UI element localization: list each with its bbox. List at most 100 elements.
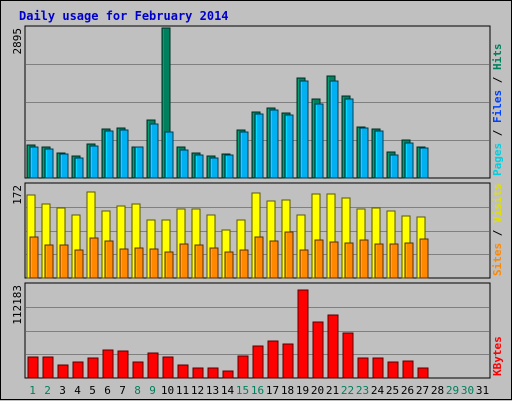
bar-kbytes-kbytes-day-20: [312, 321, 324, 379]
bar-kbytes-kbytes-day-15: [237, 355, 249, 379]
bar-kbytes-kbytes-day-13: [207, 367, 219, 379]
bar-visits-sites-day-24: [374, 243, 384, 279]
bar-hits-files-day-11: [179, 149, 189, 179]
x-tick-label-day-10: 10: [161, 384, 174, 397]
bar-kbytes-kbytes-day-26: [402, 360, 414, 379]
x-tick-label-day-9: 9: [149, 384, 156, 397]
bar-kbytes-kbytes-day-23: [357, 357, 369, 379]
y-max-label-kbytes: 112183: [11, 285, 24, 325]
bar-hits-files-day-3: [59, 153, 69, 179]
bar-visits-sites-day-13: [209, 247, 219, 279]
bar-kbytes-kbytes-day-10: [162, 356, 174, 379]
x-tick-label-day-21: 21: [326, 384, 339, 397]
series-legend-part: Pages: [491, 143, 504, 176]
bar-kbytes-kbytes-day-3: [57, 364, 69, 379]
bar-visits-sites-day-19: [299, 249, 309, 279]
bar-hits-files-day-14: [224, 154, 234, 179]
x-tick-label-day-25: 25: [386, 384, 399, 397]
x-tick-label-day-12: 12: [191, 384, 204, 397]
bar-kbytes-kbytes-day-2: [42, 356, 54, 379]
x-tick-label-day-15: 15: [236, 384, 249, 397]
bar-kbytes-kbytes-day-5: [87, 357, 99, 379]
bar-visits-sites-day-1: [29, 236, 39, 279]
x-tick-label-day-20: 20: [311, 384, 324, 397]
x-tick-label-day-19: 19: [296, 384, 309, 397]
bar-visits-sites-day-14: [224, 251, 234, 279]
chart-title: Daily usage for February 2014: [19, 9, 229, 23]
bar-hits-files-day-27: [419, 147, 429, 179]
y-max-label-visits: 172: [11, 185, 24, 205]
x-tick-label-day-4: 4: [74, 384, 81, 397]
bar-hits-files-day-17: [269, 109, 279, 179]
x-tick-label-day-26: 26: [401, 384, 414, 397]
series-legend-part: Files: [491, 90, 504, 123]
bar-hits-files-day-23: [359, 127, 369, 179]
x-tick-label-day-16: 16: [251, 384, 264, 397]
bar-kbytes-kbytes-day-24: [372, 357, 384, 379]
bar-visits-sites-day-25: [389, 243, 399, 279]
bar-kbytes-kbytes-day-14: [222, 370, 234, 379]
bar-hits-files-day-26: [404, 142, 414, 179]
series-legend-part: /: [491, 123, 504, 143]
bar-kbytes-kbytes-day-25: [387, 361, 399, 379]
bar-visits-sites-day-9: [149, 248, 159, 279]
bar-hits-files-day-15: [239, 131, 249, 179]
bar-visits-sites-day-16: [254, 236, 264, 279]
bar-kbytes-kbytes-day-9: [147, 352, 159, 379]
x-tick-label-day-2: 2: [44, 384, 51, 397]
bar-kbytes-kbytes-day-19: [297, 289, 309, 379]
bar-visits-sites-day-10: [164, 251, 174, 279]
bar-hits-files-day-25: [389, 154, 399, 179]
bar-visits-sites-day-12: [194, 244, 204, 279]
bar-kbytes-kbytes-day-4: [72, 361, 84, 379]
bar-kbytes-kbytes-day-8: [132, 361, 144, 379]
bar-hits-files-day-22: [344, 98, 354, 179]
bar-hits-files-day-20: [314, 103, 324, 179]
x-tick-label-day-24: 24: [371, 384, 385, 397]
bar-kbytes-kbytes-day-21: [327, 314, 339, 379]
bar-visits-sites-day-20: [314, 239, 324, 279]
bar-visits-sites-day-3: [59, 244, 69, 279]
bar-kbytes-kbytes-day-12: [192, 367, 204, 379]
bar-hits-files-day-4: [74, 157, 84, 179]
x-tick-label-day-28: 28: [431, 384, 444, 397]
x-tick-label-day-30: 30: [461, 384, 474, 397]
bar-visits-sites-day-5: [89, 237, 99, 279]
bar-kbytes-kbytes-day-27: [417, 367, 429, 379]
bar-hits-files-day-1: [29, 146, 39, 179]
bar-hits-files-day-2: [44, 148, 54, 179]
x-tick-label-day-3: 3: [59, 384, 66, 397]
bar-visits-sites-day-15: [239, 249, 249, 279]
x-tick-label-day-14: 14: [221, 384, 235, 397]
bar-kbytes-kbytes-day-22: [342, 332, 354, 379]
bar-hits-files-day-9: [149, 123, 159, 179]
bar-kbytes-kbytes-day-17: [267, 340, 279, 379]
bar-visits-sites-day-6: [104, 240, 114, 279]
bar-visits-sites-day-22: [344, 242, 354, 279]
bar-visits-sites-day-21: [329, 241, 339, 279]
bar-kbytes-kbytes-day-7: [117, 350, 129, 379]
series-legend-kbytes: KBytes: [491, 336, 504, 376]
x-tick-label-day-7: 7: [119, 384, 126, 397]
bar-visits-sites-day-26: [404, 242, 414, 279]
bar-hits-files-day-6: [104, 130, 114, 179]
x-tick-label-day-8: 8: [134, 384, 141, 397]
bar-visits-sites-day-23: [359, 239, 369, 279]
series-legend-part: KBytes: [491, 336, 504, 376]
bar-kbytes-kbytes-day-18: [282, 343, 294, 379]
series-legend-part: Visits: [491, 183, 504, 223]
x-tick-label-day-18: 18: [281, 384, 294, 397]
bar-kbytes-kbytes-day-1: [27, 356, 39, 379]
x-tick-label-day-13: 13: [206, 384, 219, 397]
series-legend-part: /: [491, 223, 504, 243]
bar-hits-files-day-5: [89, 145, 99, 179]
series-legend-part: Sites: [491, 243, 504, 276]
x-tick-label-day-11: 11: [176, 384, 189, 397]
bar-hits-files-day-12: [194, 154, 204, 179]
bar-hits-files-day-24: [374, 130, 384, 179]
x-tick-label-day-5: 5: [89, 384, 96, 397]
bar-visits-sites-day-27: [419, 238, 429, 279]
